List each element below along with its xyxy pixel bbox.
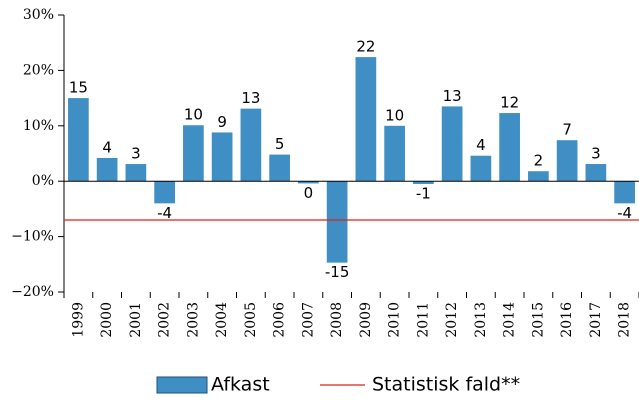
x-tick-label: 2001: [128, 302, 144, 338]
bar: [96, 157, 118, 182]
x-tick-label: 2013: [473, 302, 489, 338]
bar: [499, 113, 520, 182]
bar: [298, 181, 319, 184]
y-tick-label: 20%: [23, 62, 54, 78]
bar: [68, 98, 89, 182]
x-tick-label: 2003: [185, 302, 201, 338]
value-label: 3: [591, 145, 601, 163]
bar: [413, 181, 434, 184]
value-label: 13: [443, 87, 462, 105]
x-tick-label: 2008: [329, 302, 345, 338]
x-tick-label: 2016: [559, 302, 575, 338]
value-label: 4: [102, 138, 112, 156]
value-label: 13: [241, 89, 260, 107]
x-tick-label: 2012: [444, 302, 460, 338]
bar: [556, 140, 578, 182]
value-label: 10: [184, 106, 203, 124]
x-tick-label: 2004: [214, 302, 230, 338]
bar: [183, 125, 204, 182]
value-label: -1: [416, 184, 431, 202]
value-label: -4: [617, 204, 632, 222]
x-tick-label: 2018: [617, 302, 633, 338]
bar: [125, 164, 147, 182]
bar: [585, 164, 607, 182]
bar: [154, 181, 175, 204]
y-tick-label: −20%: [11, 284, 54, 300]
y-tick-label: 30%: [23, 7, 54, 23]
bar: [240, 108, 262, 182]
x-tick-label: 2007: [300, 302, 316, 338]
legend-label: Statistisk fald**: [372, 374, 520, 396]
legend-label: Afkast: [211, 374, 270, 396]
x-tick-label: 2010: [387, 302, 403, 338]
value-label: 3: [131, 145, 141, 163]
value-label: 2: [534, 152, 544, 170]
x-tick-label: 2002: [157, 302, 173, 338]
value-label: 5: [275, 135, 285, 153]
bar: [470, 155, 492, 182]
x-tick-label: 2011: [415, 302, 431, 338]
bar: [211, 132, 233, 182]
value-label: 22: [356, 38, 375, 56]
bar: [614, 181, 635, 204]
value-label: 10: [385, 106, 404, 124]
value-label: -15: [325, 263, 350, 281]
bar: [384, 125, 405, 182]
value-label: 7: [562, 121, 572, 139]
bar: [441, 106, 463, 182]
x-tick-label: 2015: [530, 302, 546, 338]
y-tick-label: 0%: [32, 173, 54, 189]
bar: [355, 57, 377, 182]
value-label: 12: [500, 94, 519, 112]
y-tick-label: −10%: [11, 229, 54, 245]
x-tick-label: 2000: [99, 302, 115, 338]
value-label: 15: [69, 79, 88, 97]
x-tick-label: 2006: [272, 302, 288, 338]
y-tick-label: 10%: [23, 118, 54, 134]
value-label: 0: [304, 184, 314, 202]
x-tick-label: 2005: [243, 302, 259, 338]
x-tick-label: 1999: [70, 302, 86, 338]
bar: [326, 181, 348, 263]
value-label: 4: [476, 136, 486, 154]
x-tick-label: 2017: [588, 302, 604, 338]
value-label: -4: [157, 204, 172, 222]
legend-swatch: [156, 376, 208, 394]
value-label: 9: [217, 113, 227, 131]
x-tick-label: 2009: [358, 302, 374, 338]
bar: [269, 154, 290, 182]
x-tick-label: 2014: [502, 302, 518, 338]
bar: [528, 171, 549, 182]
